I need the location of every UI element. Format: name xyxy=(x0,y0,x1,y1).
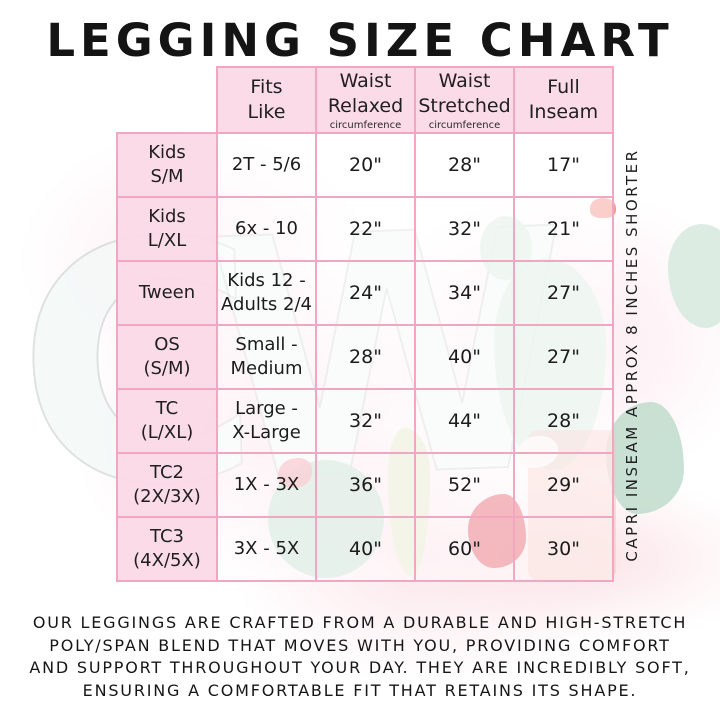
table-corner-blank xyxy=(117,67,217,133)
waist-stretched-cell: 28" xyxy=(414,132,515,198)
product-description: OUR LEGGINGS ARE CRAFTED FROM A DURABLE … xyxy=(29,613,691,701)
table-row: TC2 (2X/3X) 1X - 3X 36" 52" 29" xyxy=(116,452,614,518)
full-inseam-cell: 27" xyxy=(513,260,614,326)
table-row: OS (S/M) Small - Medium 28" 40" 27" xyxy=(116,324,614,390)
fits-like-cell: Large - X-Large xyxy=(216,388,317,454)
legging-size-table: Fits Like Waist Relaxed circumference Wa… xyxy=(116,66,614,582)
waist-relaxed-cell: 40" xyxy=(315,516,416,582)
waist-relaxed-cell: 22" xyxy=(315,196,416,262)
row-label-cell: OS (S/M) xyxy=(116,324,218,390)
waist-stretched-cell: 32" xyxy=(414,196,515,262)
col-header-fits-like: Fits Like xyxy=(216,66,317,134)
fits-like-cell: 2T - 5/6 xyxy=(216,132,317,198)
waist-relaxed-cell: 24" xyxy=(315,260,416,326)
row-label-cell: TC (L/XL) xyxy=(116,388,218,454)
full-inseam-cell: 27" xyxy=(513,324,614,390)
table-row: Kids L/XL 6x - 10 22" 32" 21" xyxy=(116,196,614,262)
capri-inseam-note: CAPRI INSEAM APPROX 8 INCHES SHORTER xyxy=(623,148,641,562)
fits-like-cell: 6x - 10 xyxy=(216,196,317,262)
row-label-cell: TC2 (2X/3X) xyxy=(116,452,218,518)
row-label-cell: Kids S/M xyxy=(116,132,218,198)
table-row: TC (L/XL) Large - X-Large 32" 44" 28" xyxy=(116,388,614,454)
leaves-icon xyxy=(606,402,684,514)
waist-relaxed-cell: 20" xyxy=(315,132,416,198)
table-row: Kids S/M 2T - 5/6 20" 28" 17" xyxy=(116,132,614,198)
full-inseam-cell: 30" xyxy=(513,516,614,582)
waist-relaxed-cell: 36" xyxy=(315,452,416,518)
waist-stretched-cell: 60" xyxy=(414,516,515,582)
row-label-cell: TC3 (4X/5X) xyxy=(116,516,218,582)
col-header-subnote: circumference xyxy=(329,119,402,131)
col-header-waist-relaxed: Waist Relaxed circumference xyxy=(315,66,416,134)
row-label-cell: Kids L/XL xyxy=(116,196,218,262)
col-header-label: Full Inseam xyxy=(528,76,599,123)
waist-stretched-cell: 44" xyxy=(414,388,515,454)
table-header-row: Fits Like Waist Relaxed circumference Wa… xyxy=(117,66,614,134)
col-header-label: Fits Like xyxy=(247,76,286,123)
full-inseam-cell: 17" xyxy=(513,132,614,198)
col-header-waist-stretched: Waist Stretched circumference xyxy=(414,66,515,134)
waist-stretched-cell: 40" xyxy=(414,324,515,390)
page-title: LEGGING SIZE CHART xyxy=(46,14,674,67)
waist-relaxed-cell: 32" xyxy=(315,388,416,454)
fits-like-cell: Kids 12 - Adults 2/4 xyxy=(216,260,317,326)
waist-stretched-cell: 52" xyxy=(414,452,515,518)
fits-like-cell: 1X - 3X xyxy=(216,452,317,518)
fits-like-cell: 3X - 5X xyxy=(216,516,317,582)
row-label-cell: Tween xyxy=(116,260,218,326)
table-row: Tween Kids 12 - Adults 2/4 24" 34" 27" xyxy=(116,260,614,326)
waist-stretched-cell: 34" xyxy=(414,260,515,326)
col-header-subnote: circumference xyxy=(428,119,501,131)
full-inseam-cell: 28" xyxy=(513,388,614,454)
col-header-label: Waist Relaxed xyxy=(327,70,404,117)
full-inseam-cell: 29" xyxy=(513,452,614,518)
col-header-full-inseam: Full Inseam xyxy=(513,66,614,134)
col-header-label: Waist Stretched xyxy=(418,70,511,117)
waist-relaxed-cell: 28" xyxy=(315,324,416,390)
fits-like-cell: Small - Medium xyxy=(216,324,317,390)
full-inseam-cell: 21" xyxy=(513,196,614,262)
table-row: TC3 (4X/5X) 3X - 5X 40" 60" 30" xyxy=(116,516,614,582)
